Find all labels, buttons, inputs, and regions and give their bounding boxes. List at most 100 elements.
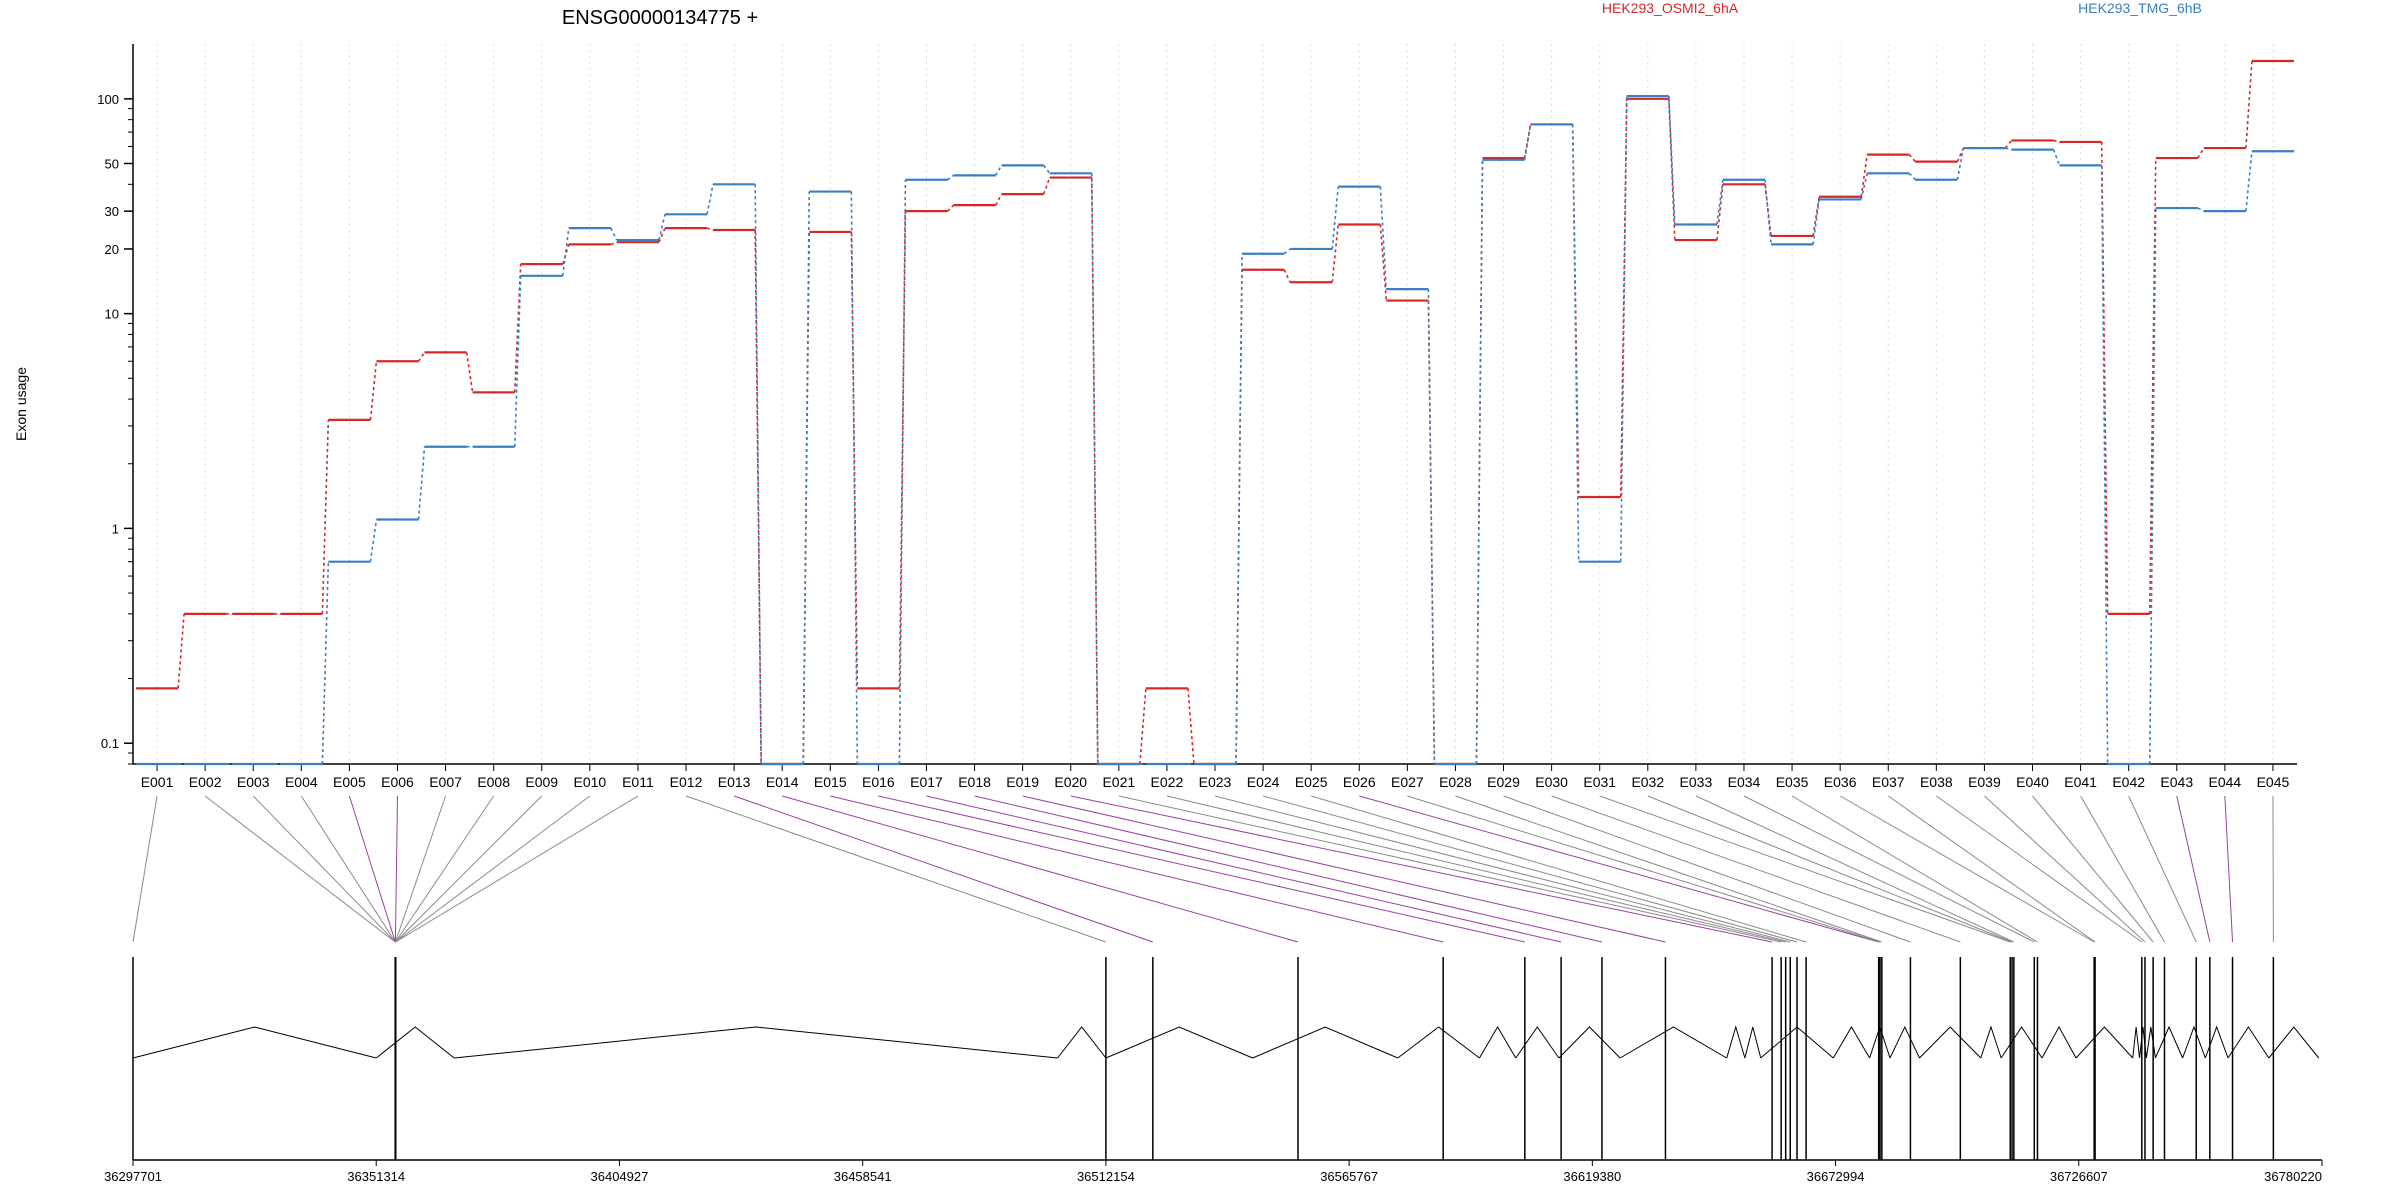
exon-label-e037: E037 [1872, 774, 1905, 790]
intron-line [1515, 1026, 1560, 1059]
link-e019 [1022, 795, 1666, 943]
connector [465, 352, 474, 393]
connector [369, 519, 378, 562]
intron-line [375, 1026, 455, 1059]
intron-line [2041, 1025, 2077, 1059]
chart-title: ENSG00000134775 + [562, 7, 758, 29]
link-e040 [2032, 795, 2154, 943]
intron-line [2154, 1025, 2184, 1059]
connector [1379, 224, 1388, 301]
intron-line [1832, 1026, 1871, 1059]
connector [994, 164, 1003, 176]
connector [1908, 172, 1916, 181]
link-e002 [204, 795, 396, 943]
link-e010 [395, 795, 591, 943]
connector [1379, 186, 1388, 290]
y-tick-label: 30 [105, 204, 119, 219]
connector [706, 184, 714, 215]
link-e032 [1647, 795, 2013, 943]
link-e018 [974, 795, 1603, 943]
connector [754, 184, 762, 765]
exon-label-e003: E003 [237, 774, 270, 790]
connector [898, 211, 907, 689]
link-e001 [132, 795, 158, 943]
exon-label-e012: E012 [670, 774, 703, 790]
link-e037 [1887, 795, 2096, 943]
genomic-tick-label: 36565767 [1320, 1169, 1378, 1184]
link-e009 [395, 795, 543, 943]
intron-line [1057, 1026, 1107, 1059]
link-e031 [1599, 795, 2011, 943]
exon-label-e008: E008 [477, 774, 510, 790]
connector [2004, 139, 2013, 149]
link-e003 [252, 795, 396, 943]
link-e006 [394, 795, 398, 943]
y-tick-label: 100 [97, 92, 119, 107]
link-e039 [1984, 795, 2146, 943]
exon-label-e041: E041 [2064, 774, 2097, 790]
connector [417, 351, 426, 362]
link-e025 [1311, 795, 1807, 943]
connector [898, 179, 907, 765]
intron-line [1869, 1025, 1891, 1059]
link-e029 [1503, 795, 1911, 943]
exon-label-e010: E010 [573, 774, 606, 790]
exon-label-e043: E043 [2160, 774, 2193, 790]
connector [1571, 124, 1580, 562]
connector [2005, 147, 2012, 151]
intron-line [2145, 1026, 2156, 1059]
connector [562, 244, 570, 265]
exon-label-e034: E034 [1728, 774, 1761, 790]
exon-label-e016: E016 [862, 774, 895, 790]
exon-label-e011: E011 [622, 774, 654, 790]
connector [1331, 186, 1340, 250]
exon-label-e007: E007 [429, 774, 462, 790]
link-e005 [348, 795, 396, 943]
exon-label-e039: E039 [1968, 774, 2001, 790]
link-e008 [395, 795, 495, 943]
link-e015 [830, 795, 1444, 943]
exon-label-e024: E024 [1247, 774, 1280, 790]
exon-label-e021: E021 [1102, 774, 1135, 790]
connector [2100, 141, 2109, 614]
connector [1523, 124, 1532, 160]
connector [1860, 173, 1868, 200]
genomic-tick-label: 36726607 [2050, 1169, 2108, 1184]
connector [1812, 199, 1820, 245]
connector [658, 214, 666, 241]
exon-label-e014: E014 [766, 774, 799, 790]
genomic-tick-label: 36619380 [1563, 1169, 1621, 1184]
genomic-tick-label: 36512154 [1077, 1169, 1135, 1184]
genomic-coordinate-axis: 36297701 36351314 36404927 36458541 36512154… [104, 1159, 2323, 1184]
exon-label-e019: E019 [1006, 774, 1039, 790]
intron-line [1479, 1026, 1517, 1059]
link-e014 [782, 795, 1299, 943]
intron-line [454, 1026, 1058, 1059]
intron-line [1889, 1025, 1920, 1059]
connector [850, 191, 859, 765]
y-tick-label: 50 [105, 156, 119, 171]
exon-label-e026: E026 [1343, 774, 1376, 790]
connector [513, 275, 522, 447]
exon-label-e022: E022 [1151, 774, 1184, 790]
exon-label-e028: E028 [1439, 774, 1472, 790]
intron-line [2075, 1026, 2134, 1059]
connector [1139, 688, 1147, 765]
exon-label-e030: E030 [1535, 774, 1568, 790]
intron-line [1105, 1026, 1253, 1059]
connector [1475, 159, 1484, 765]
connector [1043, 164, 1051, 174]
intron-line [1980, 1025, 2002, 1059]
exon-label-e032: E032 [1631, 774, 1664, 790]
connector [946, 204, 955, 212]
link-e034 [1743, 795, 2035, 943]
genomic-tick-label: 36297701 [104, 1169, 162, 1184]
exon-label-e038: E038 [1920, 774, 1953, 790]
link-e024 [1262, 795, 1798, 943]
exon-label-e027: E027 [1391, 774, 1424, 790]
y-tick-label: 20 [105, 242, 119, 257]
exon-label-e013: E013 [718, 774, 751, 790]
connector [369, 361, 378, 420]
connector [2197, 147, 2205, 159]
exon-label-e044: E044 [2209, 774, 2242, 790]
